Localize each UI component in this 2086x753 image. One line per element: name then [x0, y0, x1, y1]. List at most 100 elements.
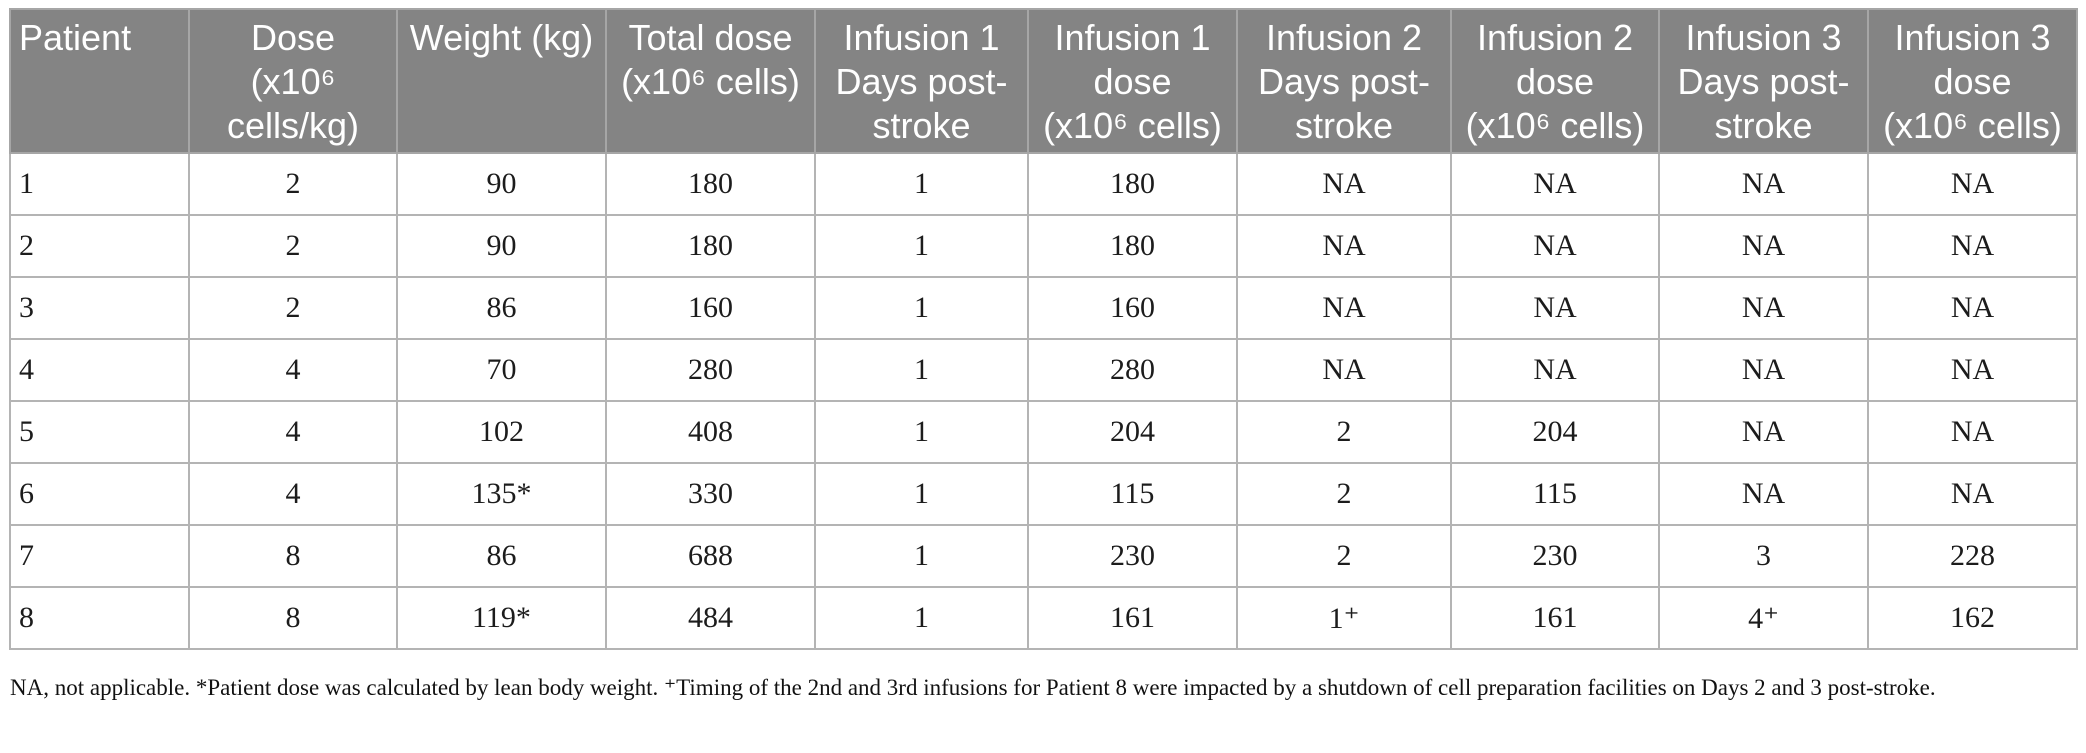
table-cell: 180 [605, 214, 816, 278]
table-cell: NA [1658, 338, 1869, 402]
table-cell: 230 [1027, 524, 1238, 588]
table-cell: 280 [605, 338, 816, 402]
table-cell: NA [1236, 152, 1452, 216]
table-cell: 1 [814, 586, 1029, 650]
table-cell: NA [1867, 338, 2078, 402]
table-cell: 4 [188, 400, 398, 464]
table-cell: NA [1236, 214, 1452, 278]
table-cell: NA [1450, 276, 1660, 340]
patient-id-cell: 5 [9, 400, 190, 464]
table-cell: 1 [814, 338, 1029, 402]
table-cell: 2 [1236, 462, 1452, 526]
table-cell: 70 [396, 338, 607, 402]
col-header-patient: Patient [9, 8, 190, 154]
table-cell: NA [1867, 462, 2078, 526]
col-header-weight: Weight (kg) [396, 8, 607, 154]
table-cell: NA [1658, 400, 1869, 464]
table-row: 2 2 90 180 1 180 NA NA NA NA [9, 214, 2078, 278]
table-cell: 1 [814, 276, 1029, 340]
table-cell: 115 [1027, 462, 1238, 526]
table-cell: 3 [1658, 524, 1869, 588]
table-cell: 102 [396, 400, 607, 464]
table-cell: 115 [1450, 462, 1660, 526]
table-cell: 1 [814, 524, 1029, 588]
col-header-total-dose: Total dose (x10⁶ cells) [605, 8, 816, 154]
patient-id-cell: 6 [9, 462, 190, 526]
table-cell: NA [1450, 152, 1660, 216]
table-cell: NA [1867, 152, 2078, 216]
table-row: 3 2 86 160 1 160 NA NA NA NA [9, 276, 2078, 340]
col-header-infusion1-dose: Infusion 1 dose (x10⁶ cells) [1027, 8, 1238, 154]
table-cell: 180 [605, 152, 816, 216]
table-cell: NA [1867, 214, 2078, 278]
patient-id-cell: 8 [9, 586, 190, 650]
table-cell: NA [1658, 462, 1869, 526]
table-cell: 688 [605, 524, 816, 588]
table-cell: NA [1236, 338, 1452, 402]
patient-id-cell: 2 [9, 214, 190, 278]
patient-id-cell: 1 [9, 152, 190, 216]
table-cell: 2 [188, 152, 398, 216]
table-cell: 2 [188, 214, 398, 278]
table-cell: 119* [396, 586, 607, 650]
table-row: 5 4 102 408 1 204 2 204 NA NA [9, 400, 2078, 464]
patient-dose-table: Patient Dose (x10⁶ cells/kg) Weight (kg)… [9, 8, 2078, 650]
table-body: 1 2 90 180 1 180 NA NA NA NA 2 2 90 180 1 180 NA NA NA NA 3 2… [9, 152, 2078, 650]
table-cell: 161 [1450, 586, 1660, 650]
table-cell: 160 [605, 276, 816, 340]
col-header-infusion3-days: Infusion 3 Days post- stroke [1658, 8, 1869, 154]
table-cell: 2 [1236, 400, 1452, 464]
table-cell: 4 [188, 462, 398, 526]
table-cell: 161 [1027, 586, 1238, 650]
table-cell: 4⁺ [1658, 586, 1869, 650]
table-cell: NA [1867, 400, 2078, 464]
table-row: 1 2 90 180 1 180 NA NA NA NA [9, 152, 2078, 216]
patient-id-cell: 7 [9, 524, 190, 588]
table-cell: 204 [1027, 400, 1238, 464]
table-cell: 1 [814, 152, 1029, 216]
table-cell: 90 [396, 152, 607, 216]
table-cell: NA [1658, 152, 1869, 216]
table-cell: NA [1658, 276, 1869, 340]
table-cell: 204 [1450, 400, 1660, 464]
table-cell: 2 [1236, 524, 1452, 588]
patient-id-cell: 3 [9, 276, 190, 340]
table-cell: 86 [396, 276, 607, 340]
table-cell: 2 [188, 276, 398, 340]
table-cell: 408 [605, 400, 816, 464]
col-header-infusion2-dose: Infusion 2 dose (x10⁶ cells) [1450, 8, 1660, 154]
table-cell: 162 [1867, 586, 2078, 650]
table-cell: 1 [814, 462, 1029, 526]
table-cell: NA [1236, 276, 1452, 340]
table-cell: 86 [396, 524, 607, 588]
col-header-infusion3-dose: Infusion 3 dose (x10⁶ cells) [1867, 8, 2078, 154]
table-row: 8 8 119* 484 1 161 1⁺ 161 4⁺ 162 [9, 586, 2078, 650]
table-cell: NA [1450, 338, 1660, 402]
table-cell: 1 [814, 400, 1029, 464]
table-cell: 90 [396, 214, 607, 278]
table-cell: 8 [188, 586, 398, 650]
col-header-infusion2-days: Infusion 2 Days post- stroke [1236, 8, 1452, 154]
table-cell: 228 [1867, 524, 2078, 588]
col-header-infusion1-days: Infusion 1 Days post- stroke [814, 8, 1029, 154]
header-row: Patient Dose (x10⁶ cells/kg) Weight (kg)… [9, 8, 2078, 154]
table-row: 4 4 70 280 1 280 NA NA NA NA [9, 338, 2078, 402]
table-cell: NA [1867, 276, 2078, 340]
patient-id-cell: 4 [9, 338, 190, 402]
table-cell: 280 [1027, 338, 1238, 402]
table-row: 7 8 86 688 1 230 2 230 3 228 [9, 524, 2078, 588]
table-cell: 1 [814, 214, 1029, 278]
table-cell: 330 [605, 462, 816, 526]
table-cell: 1⁺ [1236, 586, 1452, 650]
table-cell: NA [1658, 214, 1869, 278]
table-cell: 8 [188, 524, 398, 588]
table-cell: 160 [1027, 276, 1238, 340]
table-cell: 230 [1450, 524, 1660, 588]
table-cell: 180 [1027, 152, 1238, 216]
table-cell: 4 [188, 338, 398, 402]
table-cell: 484 [605, 586, 816, 650]
table-cell: 180 [1027, 214, 1238, 278]
table-footnote: NA, not applicable. *Patient dose was ca… [10, 675, 1936, 700]
table-header: Patient Dose (x10⁶ cells/kg) Weight (kg)… [9, 8, 2078, 154]
